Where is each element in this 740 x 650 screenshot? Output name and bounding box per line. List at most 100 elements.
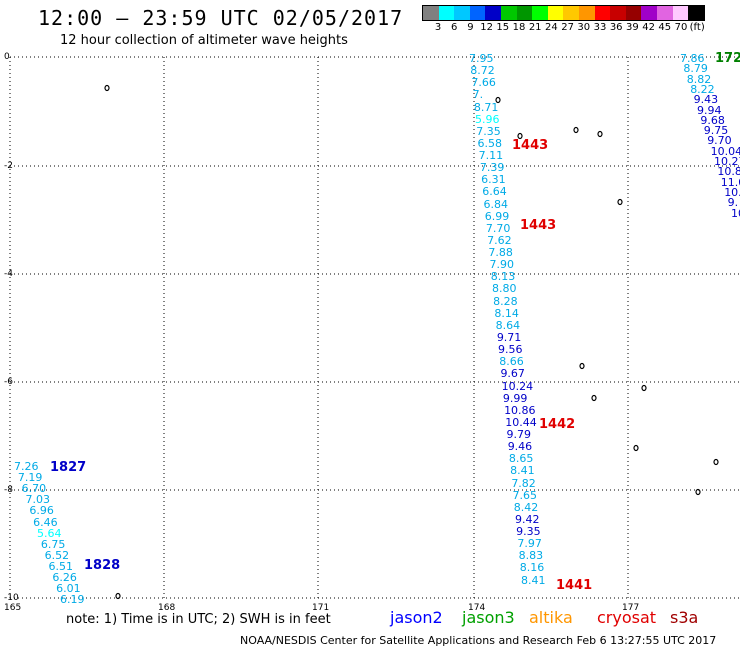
latitude-label: -10 [4, 593, 19, 603]
wave-height-value: 8.65 [508, 452, 534, 466]
wave-height-value: 6.96 [29, 504, 54, 518]
credit-line: NOAA/NESDIS Center for Satellite Applica… [240, 634, 717, 647]
wave-height-value: 8.83 [518, 549, 544, 563]
wave-height-value: 9.70 [707, 134, 732, 148]
legend-swatch [578, 6, 595, 20]
wave-height-value: 7.97 [517, 537, 542, 551]
wave-height-value: 7. [472, 88, 484, 102]
legend-swatch [500, 6, 517, 20]
wave-height-value: 7.39 [479, 161, 505, 175]
pass-number-label: 1443 [520, 218, 557, 233]
wave-height-value: 7.11 [478, 149, 504, 163]
legend-label: 24 [545, 22, 558, 33]
island-outline [597, 130, 603, 138]
legend-label: 36 [609, 22, 623, 33]
pass-number-label: 1441 [556, 578, 593, 593]
longitude-label: 171 [312, 603, 330, 613]
pass-number-label: 1827 [50, 460, 87, 475]
legend-swatch [469, 6, 486, 20]
wave-height-value: 10.27 [714, 155, 740, 168]
legend-label: 15 [496, 22, 510, 33]
wave-height-value: 10. [724, 185, 740, 199]
wave-height-value: 6.58 [477, 136, 502, 150]
wave-height-value: 6.99 [484, 209, 510, 223]
legend-swatch [438, 6, 455, 20]
wave-height-value: 8.16 [519, 561, 545, 575]
wave-height-value: 7.62 [487, 233, 512, 247]
legend-label: 39 [626, 22, 639, 33]
legend-label: 42 [642, 22, 655, 33]
wave-height-value: 7.66 [471, 76, 496, 90]
wave-height-value: 9.35 [516, 525, 541, 539]
legend-label: 21 [528, 22, 542, 33]
legend-labels: 3 6 9 12 15 18 21 24 27 30 33 36 39 42 45 70 (ft) [422, 22, 740, 36]
legend-swatch [641, 6, 657, 20]
legend-label: 12 [480, 22, 493, 33]
wave-height-value: 7.90 [489, 258, 515, 272]
wave-height-value: 5.96 [475, 112, 500, 126]
wave-height-value: 8.66 [499, 355, 524, 369]
wave-height-value: 9.67 [500, 367, 525, 381]
island-outline [495, 96, 501, 104]
wave-height-value: 9.75 [703, 124, 729, 138]
island-outline [713, 458, 719, 466]
wave-height-value: 9.71 [496, 330, 522, 344]
pass-number-label: 1442 [539, 417, 576, 432]
legend-label: 9 [467, 22, 474, 33]
wave-height-value: 9.68 [700, 113, 725, 127]
island-outline [617, 198, 623, 206]
wave-height-value: 6.84 [483, 197, 509, 211]
wave-height-value: 8.41 [510, 464, 535, 478]
legend-label: 45 [658, 22, 672, 33]
legend-label: (ft) [689, 22, 705, 33]
legend-label: 30 [577, 22, 591, 33]
longitude-label: 165 [4, 603, 22, 613]
longitude-label: 177 [622, 603, 640, 613]
wave-height-value: 8.41 [521, 573, 546, 587]
latitude-label: -4 [4, 269, 13, 279]
island-outline [517, 132, 523, 140]
wave-height-value: 8.72 [470, 64, 495, 78]
legend-label: 6 [451, 22, 458, 33]
legend-label: 3 [434, 22, 442, 33]
satellite-name: s3a [670, 608, 699, 627]
island-outline [115, 592, 121, 600]
latitude-label: -2 [4, 161, 13, 171]
legend-swatch [656, 6, 673, 20]
wave-height-value: 10.8 [717, 165, 740, 179]
wave-height-value: 7.03 [25, 493, 51, 507]
wave-height-value: 8.42 [513, 500, 539, 514]
wave-height-value: 7.86 [680, 52, 705, 65]
wave-height-value: 8.14 [494, 306, 519, 320]
legend-label: 18 [512, 22, 526, 33]
wave-height-value: 6.19 [60, 593, 85, 607]
wave-height-value: 9.94 [697, 103, 722, 117]
legend-swatch [672, 6, 689, 20]
wave-height-value: 6.75 [40, 537, 66, 551]
island-outline [579, 362, 585, 370]
footer-note: note: 1) Time is in UTC; 2) SWH is in fe… [66, 612, 331, 627]
wave-height-value: 7.19 [17, 471, 43, 485]
legend-swatch [547, 6, 564, 20]
pass-number-label: 1828 [84, 558, 121, 573]
legend-swatch [594, 6, 611, 20]
wave-height-value: 11.0 [720, 175, 740, 189]
wave-height-value: 7.82 [511, 476, 536, 490]
pass-number-label: 172 [715, 51, 740, 66]
wave-height-value: 7.35 [476, 124, 501, 138]
wave-height-value: 10.04 [710, 144, 740, 158]
legend-swatch [485, 6, 501, 20]
legend-label: 27 [561, 22, 574, 33]
island-outline [695, 488, 701, 496]
wave-height-value: 10.24 [501, 379, 534, 393]
island-outlines [104, 84, 719, 600]
wave-height-value: 6.70 [21, 482, 47, 496]
wave-height-value: 5.64 [37, 526, 62, 540]
wave-height-value: 10.44 [505, 415, 537, 429]
wave-height-value: 7.95 [469, 52, 494, 65]
wave-height-value: 8.80 [491, 282, 517, 296]
longitude-label: 174 [468, 603, 486, 613]
legend-label: 33 [593, 22, 607, 33]
wave-height-value: 6.26 [52, 571, 77, 584]
